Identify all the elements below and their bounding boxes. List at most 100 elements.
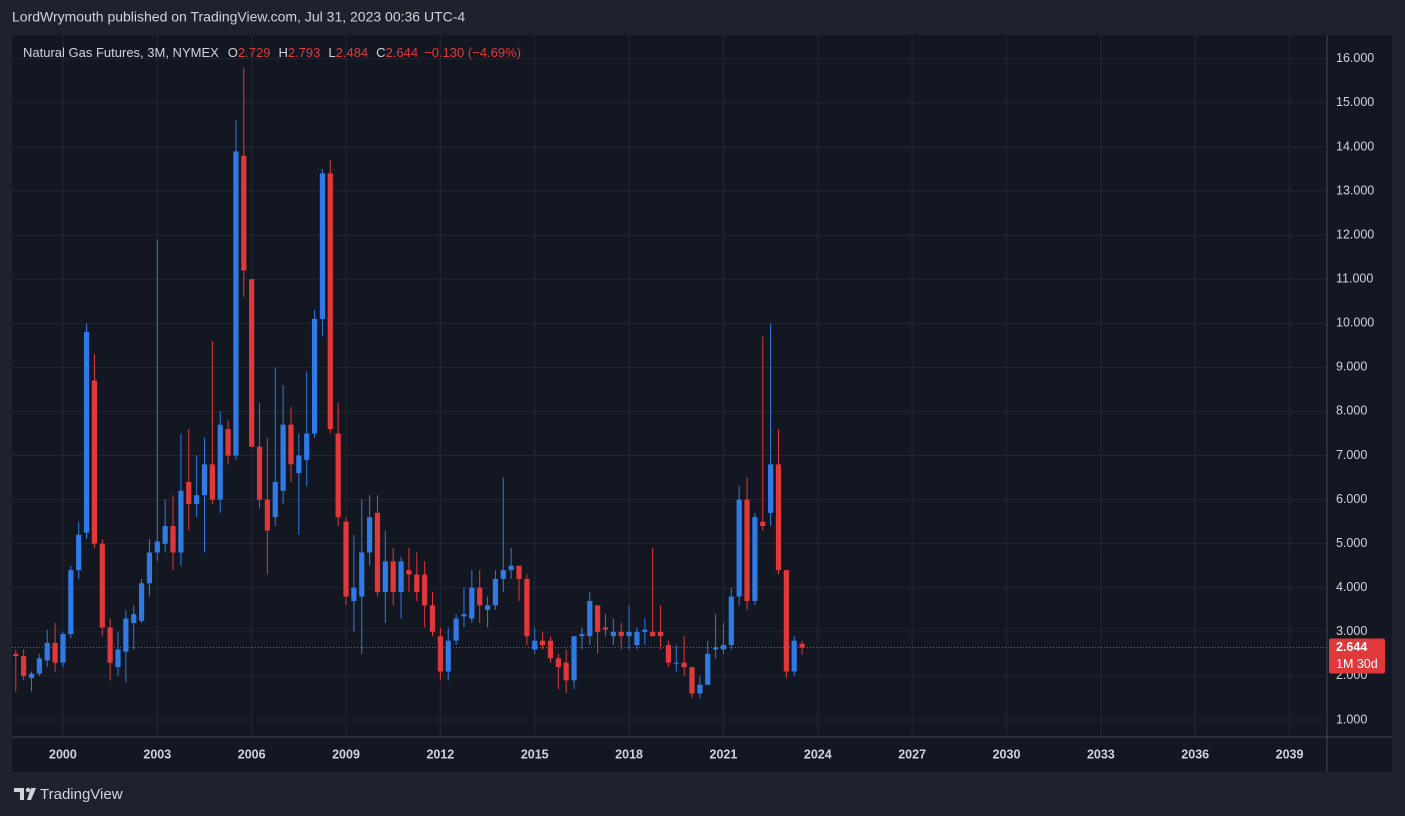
y-tick-label: 15.000 [1336, 95, 1374, 109]
candle-body [186, 481, 192, 504]
candle-body [201, 464, 208, 496]
candle-body [68, 570, 74, 635]
candle-body [484, 605, 491, 610]
candle-body [500, 570, 506, 579]
candle-body [453, 618, 459, 641]
candle-body [351, 587, 357, 601]
candle-body [665, 645, 671, 663]
candle-body [146, 552, 153, 584]
candle-body [445, 640, 451, 672]
candle-body [367, 517, 373, 553]
candle-body [744, 499, 750, 601]
candle-body [736, 499, 742, 597]
x-tick-label: 2015 [521, 747, 549, 761]
candle-body [83, 332, 90, 533]
candle-body [437, 636, 443, 672]
candle-body [304, 433, 310, 460]
legend-title: Natural Gas Futures, 3M, NYMEX [23, 45, 219, 60]
candle-body [249, 279, 255, 447]
candle-body [36, 658, 42, 674]
candle-body [99, 543, 105, 628]
y-tick-label: 9.000 [1336, 360, 1367, 374]
candle-body [602, 627, 609, 630]
candle-body [642, 629, 648, 632]
candle-body [469, 587, 475, 619]
legend-change: −0.130 (−4.69%) [424, 45, 521, 60]
candle-body [359, 552, 365, 597]
last-price-label: 2.644 [1336, 640, 1367, 654]
x-tick-label: 2009 [332, 747, 360, 761]
candle-body [225, 429, 231, 456]
y-tick-label: 10.000 [1336, 316, 1374, 330]
candle-body [288, 424, 294, 465]
candles [12, 67, 1327, 698]
logo-part [25, 787, 31, 793]
candle-body [657, 631, 664, 637]
candle-body [13, 653, 19, 657]
candle-body [799, 643, 805, 648]
x-tick-label: 2021 [710, 747, 738, 761]
y-tick-label: 11.000 [1336, 271, 1373, 285]
candle-body [697, 684, 703, 694]
candle-body [60, 634, 66, 663]
candle-body [335, 433, 341, 518]
x-tick-label: 2012 [426, 747, 454, 761]
candle-body [170, 526, 176, 553]
x-tick-label: 2030 [993, 747, 1021, 761]
x-tick-label: 2027 [898, 747, 926, 761]
y-tick-label: 6.000 [1336, 492, 1367, 506]
candle-body [547, 640, 554, 659]
candle-body [532, 640, 538, 650]
legend-value: 2.729 [238, 45, 271, 60]
candle-body [650, 631, 656, 637]
candle-body [760, 521, 766, 527]
y-tick-label: 3.000 [1336, 624, 1367, 638]
candle-body [492, 578, 499, 606]
candle-body [587, 600, 593, 637]
x-tick-label: 2000 [49, 747, 77, 761]
candle-body [524, 578, 530, 637]
candle-body [406, 570, 412, 575]
y-tick-label: 1.000 [1336, 712, 1367, 726]
candle-body [194, 495, 200, 504]
candle-body [209, 464, 215, 500]
candle-body [555, 658, 561, 668]
candle-body [76, 534, 82, 571]
candle-body [626, 631, 632, 637]
candle-body [775, 464, 782, 571]
candle-body [21, 656, 27, 676]
legend-key: C [376, 45, 385, 60]
y-tick-label: 13.000 [1336, 183, 1374, 197]
candle-body [280, 424, 286, 491]
legend-key: O [228, 45, 238, 60]
publisher-line: LordWrymouth published on TradingView.co… [12, 9, 465, 25]
candle-body [634, 631, 640, 646]
y-tick-label: 5.000 [1336, 536, 1367, 550]
candle-body [390, 561, 396, 593]
candle-body [233, 151, 239, 456]
candle-body [311, 318, 318, 434]
candle-body [217, 424, 223, 500]
brand-logo [14, 787, 36, 800]
candle-body [296, 455, 302, 474]
legend-value: 2.793 [288, 45, 321, 60]
candle-body [752, 517, 758, 601]
x-tick-label: 2018 [615, 747, 643, 761]
legend: Natural Gas Futures, 3M, NYMEX O2.729 H2.7… [23, 45, 521, 60]
candle-body [382, 561, 388, 593]
candle-body [508, 565, 514, 571]
candle-body [595, 605, 601, 632]
x-tick-label: 2006 [238, 747, 266, 761]
x-tick-label: 2024 [804, 747, 832, 761]
legend-key: L [328, 45, 335, 60]
candle-body [477, 587, 483, 606]
candle-body [783, 570, 789, 672]
candle-body [272, 481, 278, 518]
candle-body [154, 541, 160, 553]
y-tick-label: 12.000 [1336, 227, 1374, 241]
x-tick-label: 2036 [1181, 747, 1209, 761]
chart-pane [12, 35, 1392, 772]
candle-body [673, 662, 679, 664]
candle-body [178, 490, 184, 553]
